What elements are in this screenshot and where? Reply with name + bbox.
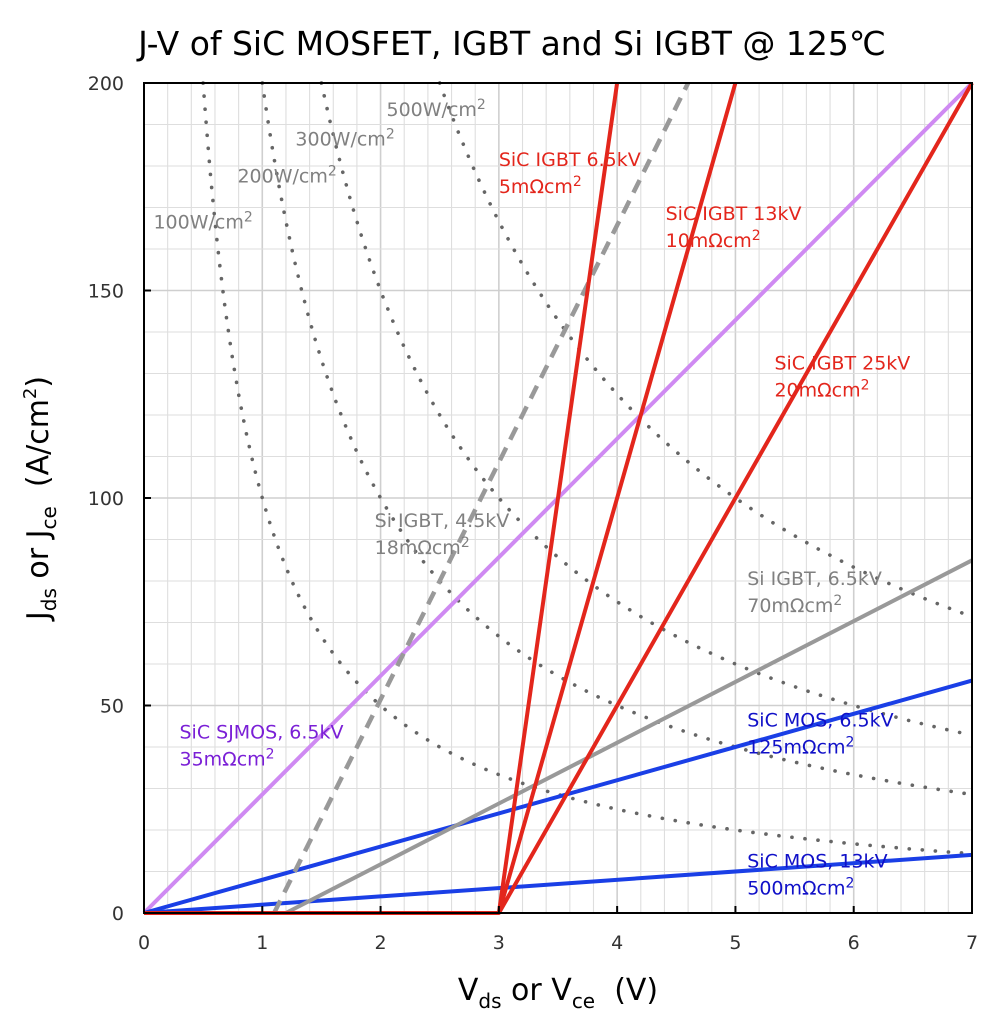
annotation-label: 100W/cm2: [153, 209, 252, 233]
annotation-line-1: Si IGBT, 6.5kV: [747, 568, 882, 590]
y-tick-label: 150: [88, 281, 124, 303]
series-line-si-igbt-4-5kv: [272, 81, 691, 915]
annotation-line-1: 300W/cm2: [295, 126, 394, 150]
annotation-line-2: 20mΩcm2: [774, 377, 869, 401]
annotation-label: SiC IGBT 25kV 20mΩcm2: [774, 352, 910, 401]
y-tick-label: 50: [100, 696, 124, 718]
annotation-line-2: 35mΩcm2: [179, 747, 274, 771]
annotation-label: 500W/cm2: [386, 97, 485, 121]
power-curves: [201, 81, 974, 856]
y-tick-label: 100: [88, 488, 124, 510]
annotation-label: SiC SJMOS, 6.5kV 35mΩcm2: [179, 722, 343, 771]
annotation-line-2: 500mΩcm2: [747, 875, 854, 899]
annotation-line-2: 125mΩcm2: [747, 734, 854, 758]
x-tick-label: 7: [966, 932, 978, 954]
annotation-label: Si IGBT, 6.5kV 70mΩcm2: [747, 568, 882, 617]
x-tick-label: 5: [729, 932, 741, 954]
annotation-line-1: 200W/cm2: [237, 164, 336, 188]
x-tick-label: 2: [375, 932, 387, 954]
annotation-line-1: SiC MOS, 13kV: [747, 850, 887, 872]
x-tick-label: 3: [493, 932, 505, 954]
series-line-sic-mos-6-5kv: [143, 678, 973, 915]
x-tick-label: 0: [138, 932, 150, 954]
annotation-label: 200W/cm2: [237, 164, 336, 188]
y-axis-label: Jds or Jce (A/cm2): [20, 376, 61, 622]
annotation-line-1: 100W/cm2: [153, 209, 252, 233]
y-tick-label: 200: [88, 73, 124, 95]
annotation-label: 300W/cm2: [295, 126, 394, 150]
series-line-sic-igbt-6-5kv: [496, 82, 620, 914]
annotation-line-1: SiC MOS, 6.5kV: [747, 709, 893, 731]
annotations: SiC IGBT 6.5kV 5mΩcm2 SiC IGBT 13kV 10mΩcm2…: [153, 97, 910, 899]
annotation-label: SiC IGBT 6.5kV 5mΩcm2: [499, 149, 641, 198]
series-line-sic-igbt-13kv: [496, 82, 738, 914]
power-curve-100: [201, 81, 974, 856]
power-curve-200: [260, 81, 974, 797]
annotation-label: SiC MOS, 13kV 500mΩcm2: [747, 850, 887, 899]
x-axis-label: Vds or Vce (V): [458, 973, 658, 1013]
axis-ticks: 0 1 2 3 4 5 6 7 0 50 100 150 200: [88, 73, 978, 954]
chart-title: J-V of SiC MOSFET, IGBT and Si IGBT @ 12…: [136, 24, 886, 63]
series-line-si-igbt-6-5kv: [284, 558, 973, 915]
annotation-line-1: SiC IGBT 25kV: [774, 352, 910, 374]
annotation-label: SiC IGBT 13kV 10mΩcm2: [666, 203, 802, 252]
annotation-line-1: Si IGBT, 4.5kV: [375, 510, 510, 532]
annotation-line-2: 10mΩcm2: [666, 228, 761, 252]
annotation-line-2: 5mΩcm2: [499, 174, 582, 198]
annotation-line-1: SiC IGBT 6.5kV: [499, 149, 641, 171]
annotation-line-1: SiC SJMOS, 6.5kV: [179, 722, 343, 744]
annotation-label: Si IGBT, 4.5kV 18mΩcm2: [375, 510, 510, 559]
x-tick-label: 6: [848, 932, 860, 954]
annotation-line-2: 18mΩcm2: [375, 535, 470, 559]
annotation-label: SiC MOS, 6.5kV 125mΩcm2: [747, 709, 893, 758]
x-tick-label: 1: [256, 932, 268, 954]
annotation-line-1: SiC IGBT 13kV: [666, 203, 802, 225]
x-tick-label: 4: [611, 932, 623, 954]
series-line-sic-mos-13kv: [143, 852, 973, 915]
annotation-line-1: 500W/cm2: [386, 97, 485, 121]
y-tick-label: 0: [112, 903, 124, 925]
power-curve-500: [437, 81, 974, 619]
annotation-line-2: 70mΩcm2: [747, 593, 842, 617]
